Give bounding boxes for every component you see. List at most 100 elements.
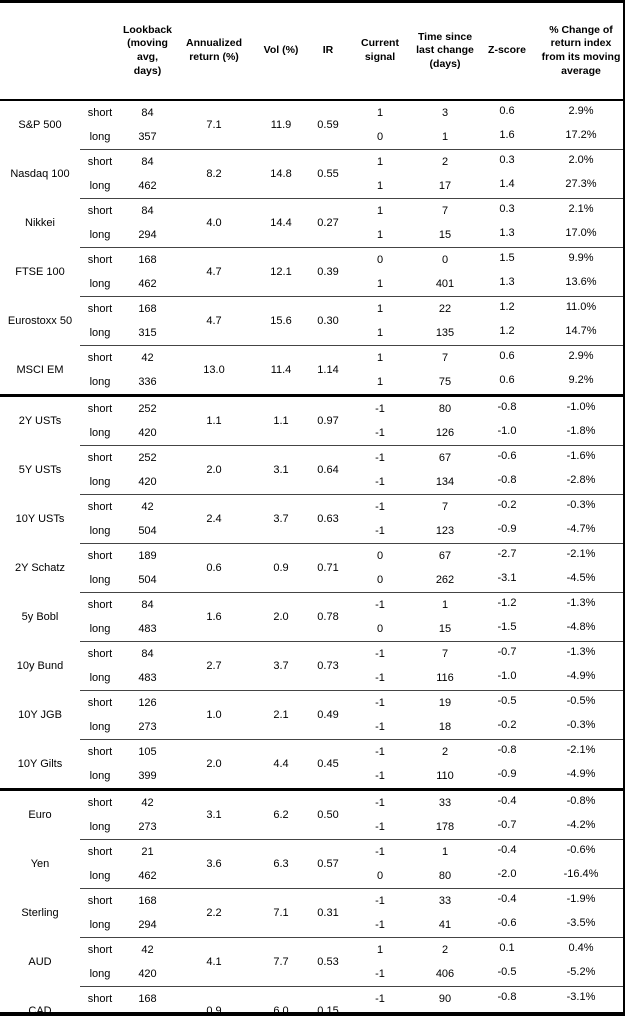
lookback-value: 252 xyxy=(120,394,175,421)
ir-value: 0.71 xyxy=(309,543,347,593)
table-row-long: long 399 -1 110 -0.9 -4.9% xyxy=(0,764,623,790)
z-score-value: -0.8 xyxy=(477,737,537,762)
table-row-long: long 273 -1 178 -0.7 -4.2% xyxy=(0,815,623,840)
horizon-label: long xyxy=(89,623,111,635)
header-time-since-last-change: Time since last change (days) xyxy=(413,3,477,101)
current-signal-value: -1 xyxy=(347,394,413,421)
table-body: S&P 500 short 84 7.1 11.9 0.59 1 3 0.6 2.9% long 35… xyxy=(0,100,623,1016)
pct-change-value: -4.9% xyxy=(566,768,596,780)
time-since-value: 7 xyxy=(413,641,477,666)
horizon-label: long xyxy=(89,770,111,782)
time-since-value: 262 xyxy=(435,574,455,586)
pct-change-value: -5.2% xyxy=(566,966,596,978)
table-row-short: 5y Bobl short 84 1.6 2.0 0.78 -1 1 -1.2 -1.3% xyxy=(0,590,623,642)
asset-name: Euro xyxy=(0,788,80,840)
pct-change-value: 14.7% xyxy=(565,325,597,337)
z-score-value: -1.0 xyxy=(497,670,517,682)
vol-value: 11.4 xyxy=(253,345,309,396)
horizon-label: short xyxy=(80,592,120,617)
ir-value: 0.73 xyxy=(309,641,347,691)
z-score-value: -1.5 xyxy=(497,621,517,633)
current-signal-value: -1 xyxy=(375,672,385,684)
horizon-label: long xyxy=(89,821,111,833)
z-score-value: -0.8 xyxy=(477,392,537,419)
header-horizon xyxy=(80,3,120,101)
table-row-short: 10Y Gilts short 105 2.0 4.4 0.45 -1 2 -0.8 -2.1% xyxy=(0,737,623,790)
z-score-value: -1.0 xyxy=(497,425,517,437)
current-signal-value: 1 xyxy=(347,149,413,174)
lookback-value: 84 xyxy=(120,149,175,174)
current-signal-value: 1 xyxy=(376,278,384,290)
horizon-label: short xyxy=(80,345,120,370)
vol-value: 2.0 xyxy=(253,592,309,642)
header-row: Lookback (moving avg, days) Annualized r… xyxy=(0,3,623,101)
lookback-value: 273 xyxy=(138,721,157,733)
pct-change-value: -2.1% xyxy=(537,737,623,762)
lookback-value: 504 xyxy=(120,1011,175,1012)
time-since-value: 401 xyxy=(435,278,455,290)
horizon-label: short xyxy=(80,788,120,815)
asset-name: 2Y USTs xyxy=(0,394,80,446)
annualized-return-value: 2.2 xyxy=(175,888,253,938)
asset-name: 10Y JGB xyxy=(18,709,62,721)
lookback-value: 84 xyxy=(120,592,175,617)
z-score-value: -1.1 xyxy=(477,1009,537,1012)
z-score-value: 1.4 xyxy=(499,178,515,190)
pct-change-value: 13.6% xyxy=(565,276,597,288)
lookback-value: 357 xyxy=(138,131,157,143)
horizon-label: long xyxy=(89,327,111,339)
time-since-value: 134 xyxy=(435,476,455,488)
pct-change-value: -0.3% xyxy=(566,719,596,731)
horizon-label: long xyxy=(89,721,111,733)
vol-value: 6.3 xyxy=(253,839,309,889)
pct-change-value: -1.0% xyxy=(537,392,623,419)
asset-name: S&P 500 xyxy=(18,119,62,132)
horizon-label: long xyxy=(89,525,111,537)
current-signal-value: -1 xyxy=(375,721,385,733)
table-row-long: long 462 1 401 1.3 13.6% xyxy=(0,272,623,297)
table-row-short: 10Y USTs short 42 2.4 3.7 0.63 -1 7 -0.2 -0.3% xyxy=(0,492,623,544)
lookback-value: 168 xyxy=(120,247,175,272)
annualized-return-value: 8.2 xyxy=(175,149,253,199)
horizon-label: long xyxy=(89,870,111,882)
current-signal-value: -1 xyxy=(347,986,413,1011)
time-since-value: 2 xyxy=(413,937,477,962)
z-score-value: -0.8 xyxy=(477,984,537,1009)
horizon-label: long xyxy=(89,376,111,388)
vol-value: 11.9 xyxy=(270,119,292,131)
z-score-value: -2.7 xyxy=(477,541,537,566)
current-signal-value: 1 xyxy=(376,327,384,339)
ir-value: 0.49 xyxy=(309,690,347,740)
asset-name: 5Y USTs xyxy=(18,464,62,476)
table-row-long: long 504 0 262 -3.1 -4.5% xyxy=(0,568,623,593)
annualized-return-value: 2.0 xyxy=(175,445,253,495)
z-score-value: 1.2 xyxy=(477,294,537,319)
header-z-score: Z-score xyxy=(477,3,537,101)
asset-name: 5y Bobl xyxy=(21,611,59,623)
lookback-value: 126 xyxy=(120,690,175,715)
time-since-value: 178 xyxy=(435,821,455,833)
asset-name: CAD xyxy=(28,1004,52,1016)
header-annualized-return: Annualized return (%) xyxy=(175,3,253,101)
annualized-return-value: 1.1 xyxy=(175,394,253,446)
time-since-value: 135 xyxy=(435,327,455,339)
current-signal-value: 1 xyxy=(347,198,413,223)
z-score-value: 1.5 xyxy=(477,245,537,270)
vol-value: 3.7 xyxy=(253,641,309,691)
vol-value: 1.1 xyxy=(253,394,309,446)
pct-change-value: 2.9% xyxy=(537,343,623,368)
current-signal-value: -1 xyxy=(375,919,385,931)
current-signal-value: 1 xyxy=(376,376,384,388)
z-score-value: -0.7 xyxy=(497,819,517,831)
current-signal-value: 0 xyxy=(347,247,413,272)
horizon-label: short xyxy=(80,494,120,519)
table-row-long: long 420 -1 126 -1.0 -1.8% xyxy=(0,421,623,446)
pct-change-value: -0.3% xyxy=(537,492,623,517)
z-score-value: -0.4 xyxy=(477,886,537,911)
current-signal-value: 1 xyxy=(376,107,384,119)
pct-change-value: -1.9% xyxy=(537,886,623,911)
current-signal-value: -1 xyxy=(347,888,413,913)
current-signal-value: -1 xyxy=(375,525,385,537)
table-row-short: Nasdaq 100 short 84 8.2 14.8 0.55 1 2 0.3 2.0% xyxy=(0,147,623,199)
